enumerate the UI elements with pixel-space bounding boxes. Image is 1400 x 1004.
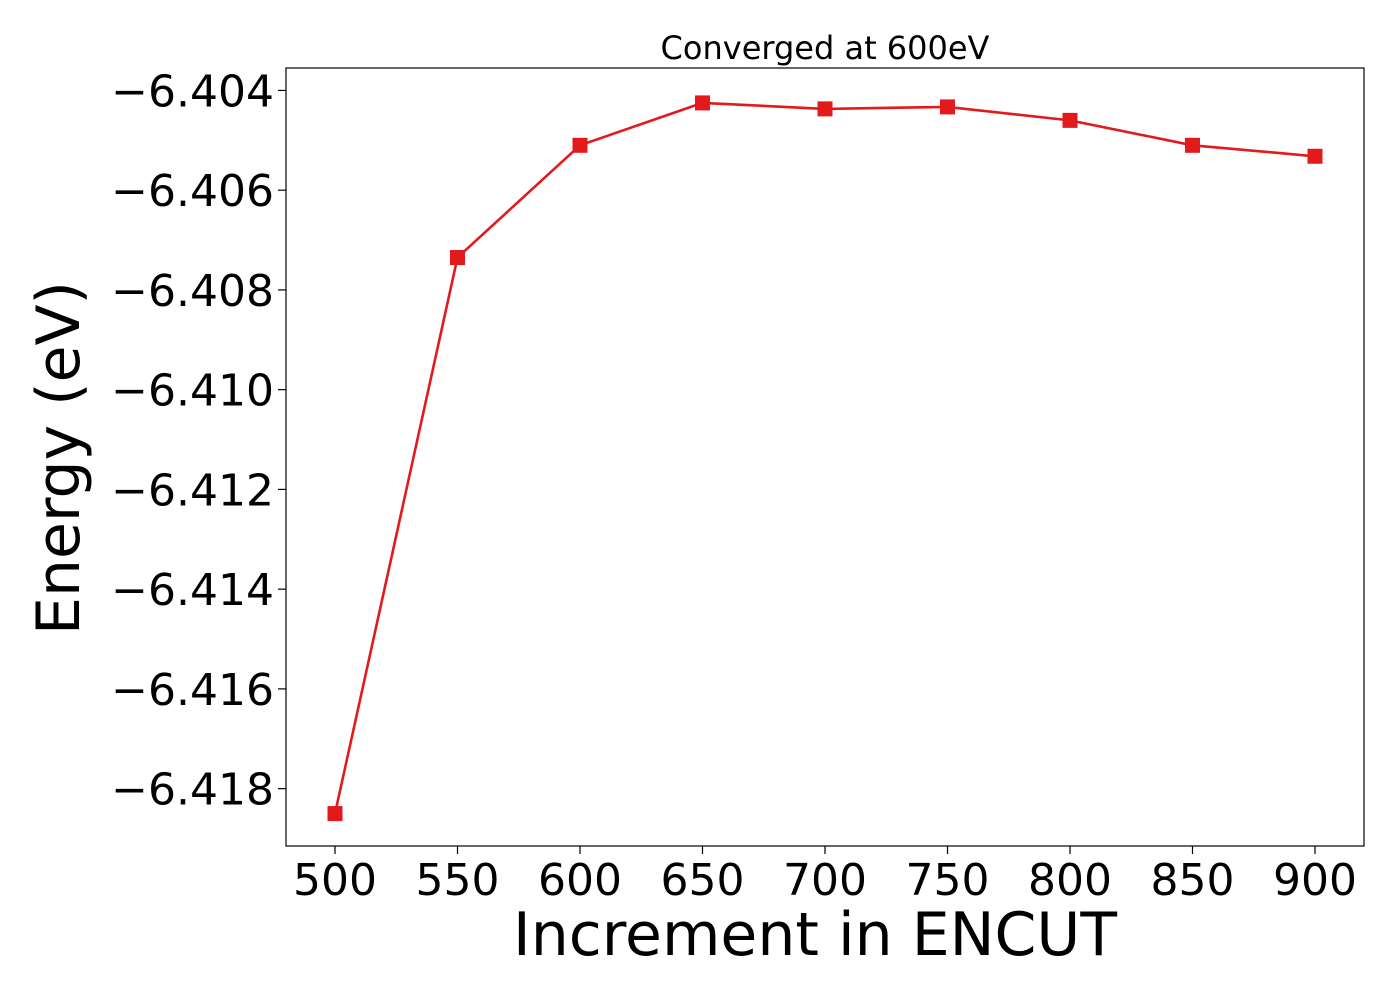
- series-line: [333, 101, 1316, 814]
- y-tick-label: −6.416: [111, 665, 274, 716]
- plot-frame: [285, 67, 1365, 847]
- data-point-marker: [327, 806, 343, 822]
- x-tick-label: 900: [1273, 855, 1357, 906]
- data-point-marker: [1185, 137, 1200, 153]
- x-tick-label: 850: [1151, 855, 1235, 906]
- x-tick-label: 700: [783, 855, 867, 906]
- x-tick-label: 750: [906, 855, 990, 906]
- x-tick-label: 600: [538, 855, 622, 906]
- x-tick-label: 800: [1028, 855, 1112, 906]
- y-tick-label: −6.418: [111, 765, 274, 816]
- x-tick-label: 650: [661, 855, 745, 906]
- y-tick-label: −6.414: [111, 565, 274, 616]
- y-tick-label: −6.408: [111, 266, 274, 317]
- x-tick-label: 550: [416, 855, 500, 906]
- plot-area: 500 550 600 650 700 750 800 850 900 −6.404 −6.406 −…: [111, 66, 1357, 906]
- data-point-marker: [695, 95, 710, 111]
- y-tick-label: −6.410: [111, 366, 274, 417]
- y-tick-label: −6.412: [111, 465, 274, 516]
- y-tick-label: −6.404: [111, 66, 274, 117]
- data-point-marker: [940, 99, 955, 115]
- data-point-marker: [1062, 112, 1078, 128]
- x-axis-label: Increment in ENCUT: [513, 900, 1117, 970]
- data-point-marker: [572, 137, 588, 153]
- y-tick-label: −6.406: [111, 166, 274, 217]
- data-point-marker: [1307, 148, 1323, 164]
- x-tick-label: 500: [293, 855, 377, 906]
- data-point-marker: [817, 101, 833, 117]
- data-point-marker: [450, 250, 465, 266]
- y-axis-label: Energy (eV): [24, 281, 94, 635]
- chart-title: Converged at 600eV: [661, 29, 990, 67]
